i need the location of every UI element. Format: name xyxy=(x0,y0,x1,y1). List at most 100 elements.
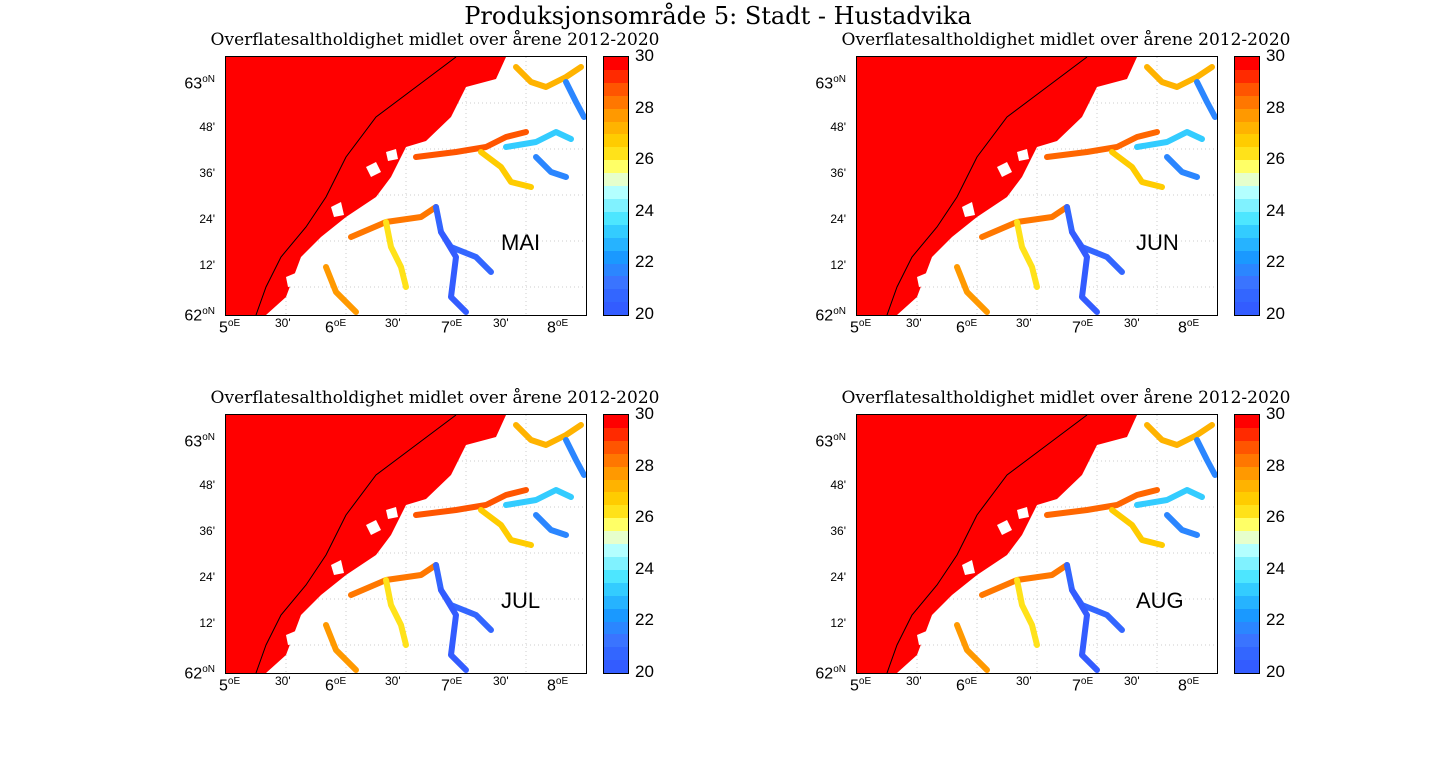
colorbar-segment xyxy=(604,595,628,609)
lat-tick-label: 63oN xyxy=(815,74,846,93)
colorbar-segment xyxy=(604,121,628,135)
month-label: JUL xyxy=(501,588,541,613)
colorbar-tick-label: 22 xyxy=(635,610,654,630)
map-area xyxy=(856,56,1218,316)
lat-tick-label: 48' xyxy=(830,478,846,492)
lat-tick-label: 63oN xyxy=(184,74,215,93)
colorbar-segment xyxy=(604,57,628,70)
lat-tick-label: 63oN xyxy=(184,432,215,451)
colorbar-tick-label: 30 xyxy=(635,404,654,423)
colorbar-segment xyxy=(1235,453,1259,467)
lon-tick-label: 5oE xyxy=(850,318,872,337)
colorbar-tick-label: 28 xyxy=(1266,97,1285,117)
lon-tick-label: 6oE xyxy=(956,318,978,337)
lon-tick-label: 7oE xyxy=(1072,318,1094,337)
colorbar-tick-label: 26 xyxy=(635,149,654,169)
colorbar-segment xyxy=(1235,160,1259,174)
colorbar-segment xyxy=(1235,186,1259,199)
lat-tick-label: 36' xyxy=(199,166,215,180)
colorbar-segment xyxy=(1235,82,1259,96)
lat-tick-label: 24' xyxy=(199,570,215,584)
colorbar-tick-label: 26 xyxy=(635,507,654,527)
lat-tick-label: 62oN xyxy=(184,664,215,683)
lon-tick-label: 8oE xyxy=(1178,318,1200,337)
lon-tick-label: 8oE xyxy=(1178,676,1200,695)
colorbar-segment xyxy=(604,479,628,493)
colorbar-segment xyxy=(604,186,628,199)
colorbar-segment xyxy=(1235,134,1259,148)
colorbar-segment xyxy=(1235,427,1259,441)
panel-title: Overflatesaltholdighet midlet over årene… xyxy=(841,30,1291,50)
colorbar-segment xyxy=(1235,276,1259,290)
colorbar-segment xyxy=(604,608,628,622)
colorbar-segment xyxy=(1235,608,1259,622)
colorbar-segment xyxy=(604,160,628,174)
colorbar-segment xyxy=(1235,621,1259,635)
colorbar-segment xyxy=(1235,531,1259,545)
map-panel-mai: Overflatesaltholdighet midlet over årene… xyxy=(175,30,815,360)
colorbar-segment xyxy=(604,556,628,570)
lat-tick-label: 24' xyxy=(830,570,846,584)
map-panel-aug: Overflatesaltholdighet midlet over årene… xyxy=(806,388,1436,718)
colorbar-segment xyxy=(1235,415,1259,428)
colorbar-segment xyxy=(1235,647,1259,661)
colorbar-tick-label: 28 xyxy=(635,97,654,117)
colorbar-segment xyxy=(1235,237,1259,251)
lat-tick-label: 48' xyxy=(830,120,846,134)
colorbar-segment xyxy=(604,69,628,83)
lon-tick-label: 30' xyxy=(1124,316,1140,330)
lon-tick-label: 30' xyxy=(385,674,401,688)
colorbar-segment xyxy=(604,634,628,648)
map-panel-jun: Overflatesaltholdighet midlet over årene… xyxy=(806,30,1436,360)
colorbar-segment xyxy=(604,224,628,238)
lat-tick-label: 12' xyxy=(199,616,215,630)
month-label: JUN xyxy=(1136,230,1179,255)
colorbar-segment xyxy=(604,518,628,532)
colorbar-segment xyxy=(604,211,628,225)
lon-tick-label: 6oE xyxy=(325,318,347,337)
colorbar-segment xyxy=(1235,250,1259,264)
colorbar-segment xyxy=(1235,492,1259,506)
lon-tick-label: 5oE xyxy=(219,318,241,337)
colorbar-segment xyxy=(604,250,628,264)
lon-tick-label: 30' xyxy=(493,316,509,330)
colorbar-segment xyxy=(1235,57,1259,70)
colorbar-segment xyxy=(604,147,628,161)
lat-tick-label: 36' xyxy=(830,524,846,538)
colorbar-segment xyxy=(604,427,628,441)
colorbar-segment xyxy=(604,621,628,635)
colorbar-segment xyxy=(1235,544,1259,557)
colorbar-segment xyxy=(1235,224,1259,238)
lon-tick-label: 30' xyxy=(1124,674,1140,688)
lon-tick-label: 7oE xyxy=(441,318,463,337)
colorbar-segment xyxy=(1235,173,1259,187)
map-area xyxy=(856,414,1218,674)
colorbar-segment xyxy=(1235,95,1259,109)
colorbar-tick-label: 28 xyxy=(1266,455,1285,475)
colorbar-segment xyxy=(604,440,628,454)
colorbar-tick-label: 20 xyxy=(1266,662,1285,681)
colorbar xyxy=(1234,56,1260,316)
lon-tick-label: 8oE xyxy=(547,676,569,695)
lat-tick-label: 48' xyxy=(199,120,215,134)
lat-tick-label: 12' xyxy=(199,258,215,272)
colorbar-segment xyxy=(1235,69,1259,83)
colorbar-segment xyxy=(604,173,628,187)
lat-tick-label: 62oN xyxy=(815,306,846,325)
colorbar-tick-label: 26 xyxy=(1266,507,1285,527)
colorbar-tick-label: 28 xyxy=(635,455,654,475)
colorbar-segment xyxy=(1235,660,1259,674)
colorbar xyxy=(603,414,629,674)
panel-title: Overflatesaltholdighet midlet over årene… xyxy=(841,388,1291,408)
colorbar-segment xyxy=(1235,263,1259,277)
month-label: AUG xyxy=(1136,588,1184,613)
colorbar-segment xyxy=(604,237,628,251)
lat-tick-label: 36' xyxy=(199,524,215,538)
lon-tick-label: 8oE xyxy=(547,318,569,337)
lon-tick-label: 30' xyxy=(906,674,922,688)
colorbar-segment xyxy=(604,198,628,212)
lat-tick-label: 63oN xyxy=(815,432,846,451)
lat-tick-label: 36' xyxy=(830,166,846,180)
colorbar-segment xyxy=(1235,582,1259,596)
lon-tick-label: 30' xyxy=(493,674,509,688)
